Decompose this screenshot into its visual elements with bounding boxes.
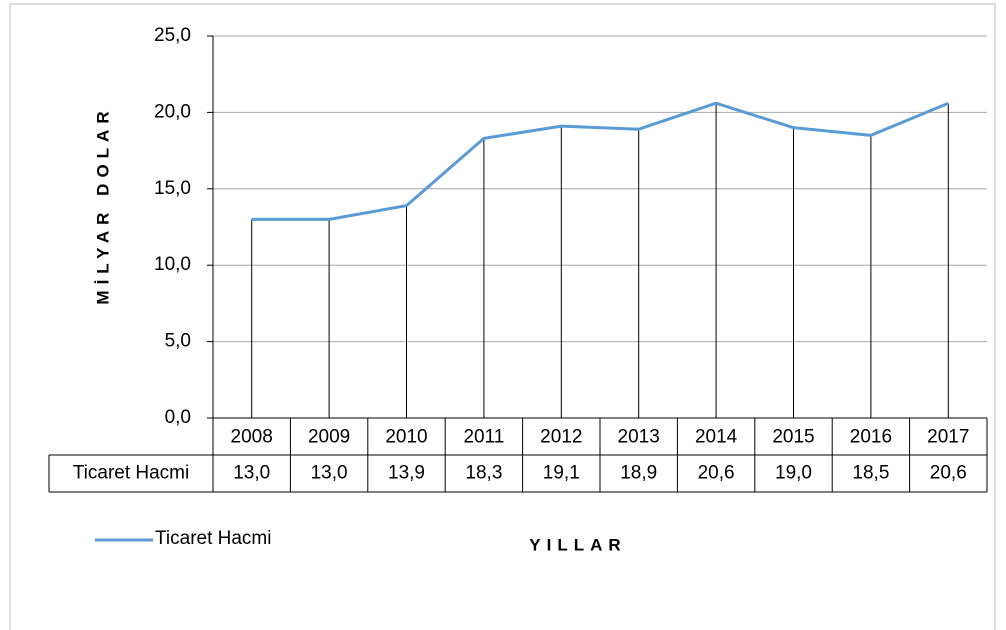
x-tick-label: 2009	[308, 427, 350, 448]
table-row-header: Ticaret Hacmi	[73, 463, 189, 484]
table-value: 18,9	[620, 463, 657, 484]
table-value: 13,0	[233, 463, 270, 484]
series-line	[251, 101, 949, 221]
y-tick-label: 5,0	[165, 331, 191, 352]
y-tick-label: 20,0	[154, 101, 191, 122]
table-value: 20,6	[930, 463, 967, 484]
x-tick-label: 2010	[385, 427, 427, 448]
x-tick-label: 2015	[772, 427, 814, 448]
y-tick-label: 15,0	[154, 178, 191, 199]
x-tick-label: 2013	[618, 427, 660, 448]
table-value: 20,6	[698, 463, 735, 484]
x-tick-label: 2017	[927, 427, 969, 448]
x-tick-label: 2012	[540, 427, 582, 448]
table-value: 18,3	[465, 463, 502, 484]
chart-frame	[9, 3, 996, 630]
y-tick-label: 25,0	[154, 25, 191, 46]
y-axis-title: MİLYAR DOLAR	[93, 105, 112, 304]
table-value: 13,9	[388, 463, 425, 484]
table-value: 19,0	[775, 463, 812, 484]
legend-label: Ticaret Hacmi	[155, 528, 271, 549]
x-tick-label: 2008	[231, 427, 273, 448]
x-tick-label: 2011	[463, 427, 504, 448]
x-tick-label: 2014	[695, 427, 738, 448]
table-value: 19,1	[543, 463, 580, 484]
y-tick-label: 10,0	[154, 254, 191, 275]
table-value: 18,5	[852, 463, 889, 484]
x-axis-title: YILLAR	[529, 535, 626, 554]
y-tick-label: 0,0	[165, 407, 191, 428]
x-tick-label: 2016	[850, 427, 892, 448]
table-value: 13,0	[311, 463, 348, 484]
